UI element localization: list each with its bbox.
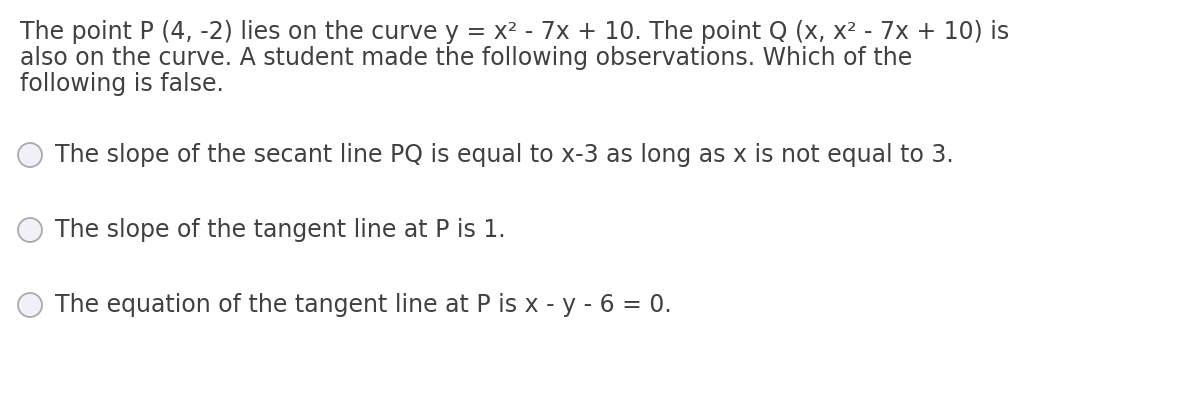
Text: The slope of the secant line PQ is equal to x-3 as long as x is not equal to 3.: The slope of the secant line PQ is equal… <box>55 143 954 167</box>
Circle shape <box>18 143 42 167</box>
Text: also on the curve. A student made the following observations. Which of the: also on the curve. A student made the fo… <box>20 46 912 70</box>
Text: The point P (4, -2) lies on the curve y = x² - 7x + 10. The point Q (x, x² - 7x : The point P (4, -2) lies on the curve y … <box>20 20 1009 44</box>
Text: The equation of the tangent line at P is x - y - 6 = 0.: The equation of the tangent line at P is… <box>55 293 672 317</box>
Text: The slope of the tangent line at P is 1.: The slope of the tangent line at P is 1. <box>55 218 505 242</box>
Circle shape <box>18 293 42 317</box>
Text: following is false.: following is false. <box>20 72 224 96</box>
Circle shape <box>18 218 42 242</box>
